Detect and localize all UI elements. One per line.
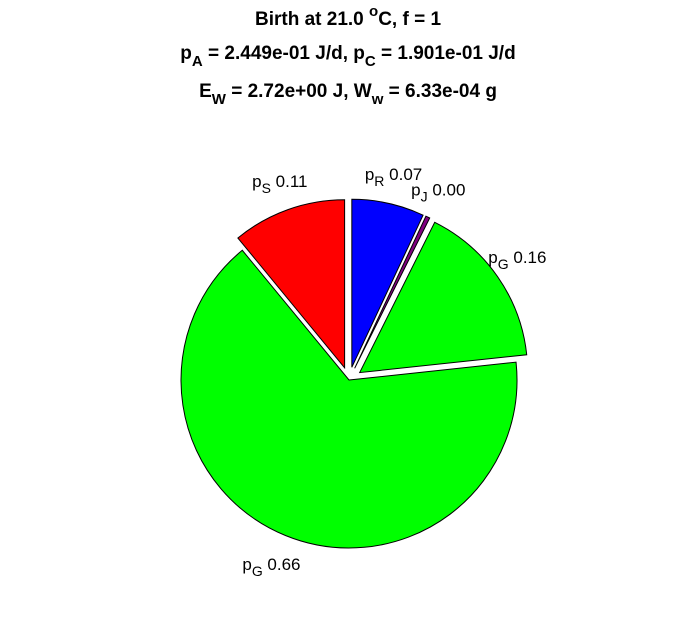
title-segment: C (365, 53, 376, 70)
pie-slice (354, 215, 431, 369)
title-line: Birth at 21.0 oC, f = 1 (255, 3, 441, 30)
label-symbol: p (242, 555, 251, 574)
title-segment: C, f = 1 (378, 9, 441, 30)
value-label: 0.00 (428, 180, 466, 199)
title-segment: w (371, 91, 384, 108)
slice-label: pG 0.16 (488, 248, 546, 272)
title-line: EW = 2.72e+00 J, Ww = 6.33e-04 g (199, 81, 497, 108)
title-line: pA = 2.449e-01 J/d, pC = 1.901e-01 J/d (180, 43, 515, 70)
title-segment: W (212, 91, 227, 108)
label-subscript: J (421, 188, 428, 204)
label-subscript: S (262, 180, 271, 196)
slice-label: pR 0.07 (365, 165, 422, 189)
title-segment: = 6.33e-04 g (383, 81, 497, 102)
title-segment: p (180, 43, 192, 64)
label-subscript: G (252, 563, 263, 579)
title-segment: A (192, 53, 203, 70)
slice-label: pG 0.66 (242, 555, 300, 579)
title-segment: Birth at 21.0 (255, 9, 369, 30)
pie-slice (180, 249, 518, 549)
pie-slice (237, 199, 346, 370)
label-symbol: p (365, 165, 374, 184)
title-segment: o (369, 3, 378, 20)
slice-label: pS 0.11 (252, 172, 307, 196)
title-segment: E (199, 81, 212, 102)
value-label: 0.11 (271, 172, 308, 191)
slice-label: pJ 0.00 (411, 180, 465, 204)
value-label: 0.16 (509, 248, 547, 267)
pie (180, 198, 528, 549)
label-symbol: p (488, 248, 497, 267)
label-symbol: p (252, 172, 261, 191)
value-label: 0.07 (384, 165, 422, 184)
label-subscript: G (498, 256, 509, 272)
pie-slice (358, 221, 528, 374)
value-label: 0.66 (263, 555, 301, 574)
title-segment: = 2.449e-01 J/d, p (203, 43, 365, 64)
title-segment: = 2.72e+00 J, W (226, 81, 372, 102)
chart-title: Birth at 21.0 oC, f = 1 pA = 2.449e-01 J/… (180, 3, 515, 108)
label-symbol: p (411, 180, 420, 199)
pie-slice (351, 198, 424, 368)
label-subscript: R (374, 173, 384, 189)
title-segment: = 1.901e-01 J/d (376, 43, 516, 64)
